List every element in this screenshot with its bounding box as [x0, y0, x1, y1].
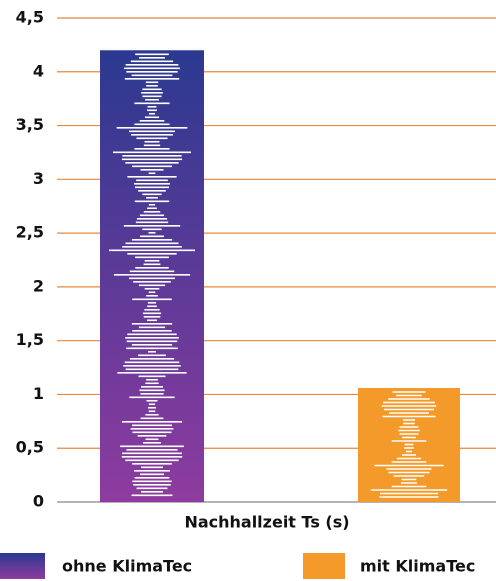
legend-label: mit KlimaTec: [360, 557, 475, 576]
y-tick-label: 4,5: [16, 8, 44, 27]
y-tick-label: 4: [33, 61, 44, 80]
y-tick-label: 0,5: [16, 438, 44, 457]
y-tick-label: 0: [33, 492, 44, 511]
x-axis-label: Nachhallzeit Ts (s): [184, 513, 349, 532]
y-tick-label: 1: [33, 384, 44, 403]
y-tick-label: 3,5: [16, 115, 44, 134]
bar: [100, 50, 204, 503]
legend-label: ohne KlimaTec: [62, 557, 192, 576]
y-tick-label: 2,5: [16, 223, 44, 242]
legend-swatch: [303, 553, 345, 579]
legend-swatch: [0, 553, 45, 579]
y-tick-label: 3: [33, 169, 44, 188]
y-tick-label: 2: [33, 276, 44, 295]
y-tick-label: 1,5: [16, 330, 44, 349]
